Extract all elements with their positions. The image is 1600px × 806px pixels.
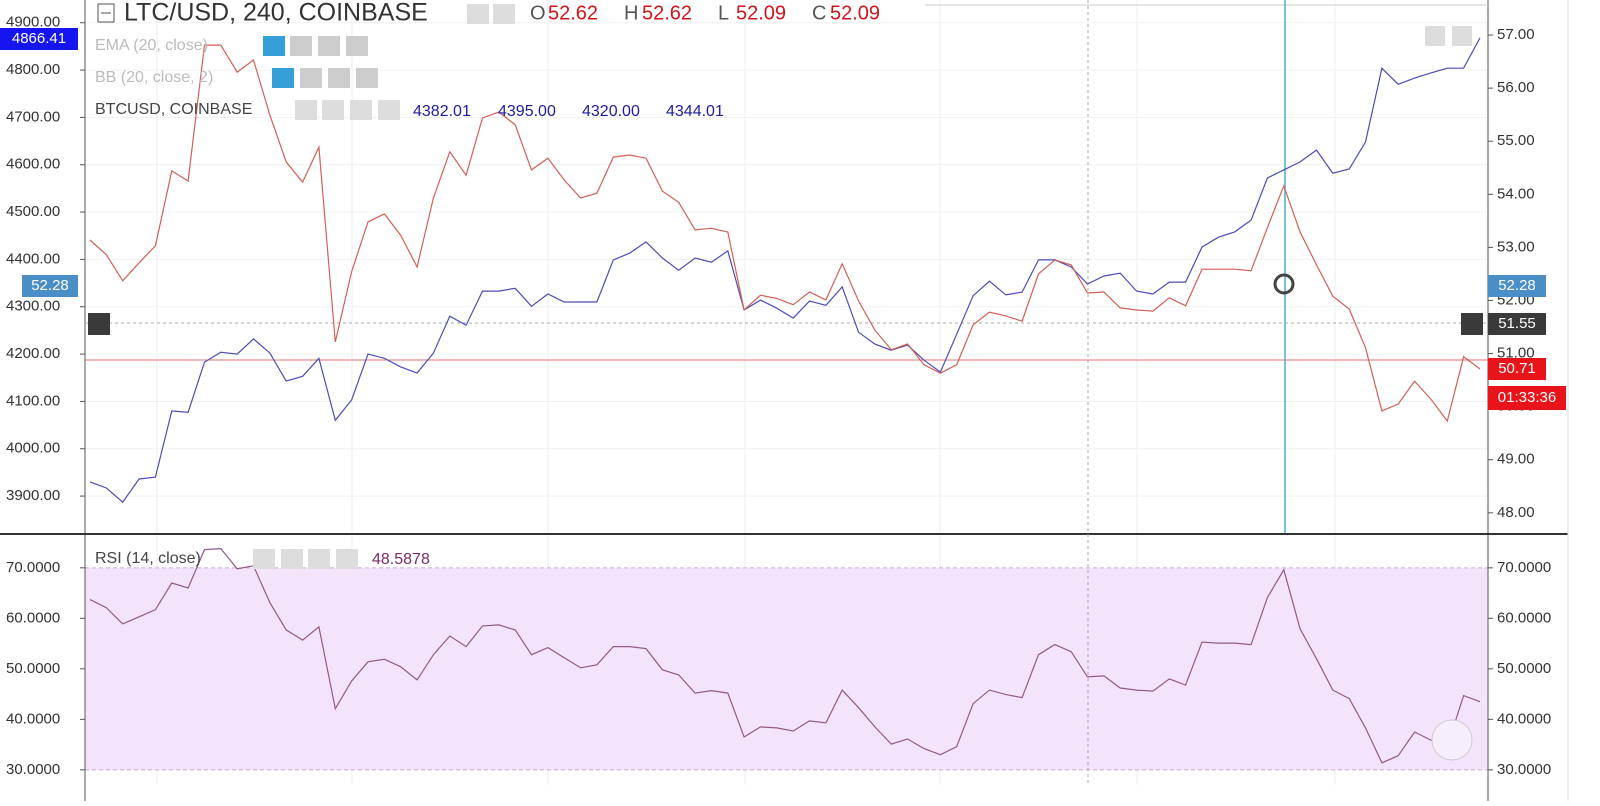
y2-tick-label: 51.00 <box>1497 345 1535 362</box>
series-line <box>89 44 1481 423</box>
y-tick-label: 50.0000 <box>1497 660 1551 677</box>
legend-value: 4395.00 <box>498 103 556 120</box>
settings-button[interactable] <box>281 549 303 569</box>
series-line <box>89 37 1481 504</box>
y-tick-label: 70.0000 <box>6 559 60 576</box>
y2-tick-label: 49.00 <box>1497 451 1535 468</box>
y-tick-label: 30.0000 <box>6 761 60 778</box>
y-tick-label: 4600.00 <box>6 156 60 173</box>
remove-button[interactable] <box>356 68 378 88</box>
indicator-label: EMA (20, close) <box>95 37 208 54</box>
y-tick-label: 40.0000 <box>1497 710 1551 727</box>
indicator-label: BB (20, close, 2) <box>95 69 213 86</box>
badge <box>1488 386 1566 410</box>
cursor <box>1273 273 1295 295</box>
badge-text: 50.71 <box>1498 360 1536 377</box>
ohlc-value: 52.62 <box>642 2 692 24</box>
settings-button[interactable] <box>493 4 515 24</box>
ohlc: O 52.62 H 52.62 L 52.09 C 52.09 <box>530 2 880 24</box>
eye-button[interactable] <box>263 36 285 56</box>
badges: 4866.41 52.28 52.28 51.55 50.71 01:33:36 <box>0 28 1566 410</box>
y2-tick-label: 57.00 <box>1497 26 1535 43</box>
badge <box>22 275 78 297</box>
plus-button[interactable] <box>1461 313 1483 335</box>
y2-tick-label: 55.00 <box>1497 132 1535 149</box>
rsi-title: RSI (14, close) <box>95 550 201 567</box>
settings-button[interactable] <box>300 68 322 88</box>
y-tick-label: 3900.00 <box>6 487 60 504</box>
y-tick-label: 4900.00 <box>6 14 60 31</box>
eye-button[interactable] <box>467 4 489 24</box>
settings-button[interactable] <box>290 36 312 56</box>
y2-tick-label: 54.00 <box>1497 185 1535 202</box>
badge-text: 51.55 <box>1498 315 1536 332</box>
remove-button[interactable] <box>346 36 368 56</box>
legend-value: 4344.01 <box>666 103 724 120</box>
ohlc-key: L <box>718 2 729 24</box>
rsi-value: 48.5878 <box>372 551 430 568</box>
series-legend: BTCUSD, COINBASE <box>95 101 252 118</box>
y2-tick-label: 48.00 <box>1497 504 1535 521</box>
eye-button[interactable] <box>295 100 317 120</box>
add-button[interactable] <box>328 68 350 88</box>
y-tick-label: 4100.00 <box>6 392 60 409</box>
y-tick-label: 50.0000 <box>6 660 60 677</box>
rsi-band <box>85 567 1488 770</box>
scale-button[interactable] <box>1425 26 1445 46</box>
badge <box>1488 275 1546 297</box>
add-button[interactable] <box>308 549 330 569</box>
badge <box>1488 313 1546 335</box>
y-tick-label: 60.0000 <box>6 609 60 626</box>
badge-text: 52.28 <box>1498 277 1536 294</box>
y-tick-label: 4000.00 <box>6 440 60 457</box>
ohlc-key: H <box>624 2 638 24</box>
ohlc-key: O <box>530 2 546 24</box>
plus-button[interactable] <box>88 313 110 335</box>
y-tick-label: 70.0000 <box>1497 559 1551 576</box>
btc-values: 4382.01 4395.00 4320.00 4344.01 <box>413 103 724 120</box>
remove-button[interactable] <box>378 100 400 120</box>
y-tick-label: 4800.00 <box>6 61 60 78</box>
y2-tick-label: 53.00 <box>1497 238 1535 255</box>
y-tick-label: 30.0000 <box>1497 761 1551 778</box>
collapse-button[interactable] <box>97 3 115 23</box>
badge <box>1488 358 1546 380</box>
y2-tick-label: 56.00 <box>1497 79 1535 96</box>
ohlc-value: 52.09 <box>736 2 786 24</box>
badge-text: 4866.41 <box>12 30 66 47</box>
y-tick-label: 40.0000 <box>6 710 60 727</box>
legend-value: 4382.01 <box>413 103 471 120</box>
y-tick-label: 4300.00 <box>6 298 60 315</box>
y-tick-label: 4200.00 <box>6 345 60 362</box>
remove-button[interactable] <box>336 549 358 569</box>
y-tick-label: 4700.00 <box>6 108 60 125</box>
ohlc-value: 52.62 <box>548 2 598 24</box>
y-tick-label: 4400.00 <box>6 250 60 267</box>
scroll-button[interactable] <box>1431 719 1473 761</box>
front-layer <box>89 37 1481 764</box>
add-button[interactable] <box>318 36 340 56</box>
eye-button[interactable] <box>272 68 294 88</box>
symbol-title: LTC/USD, 240, COINBASE <box>124 0 428 27</box>
badge-text: 01:33:36 <box>1498 389 1556 406</box>
badge-text: 52.28 <box>31 277 69 294</box>
ohlc-value: 52.09 <box>830 2 880 24</box>
legend-value: 4320.00 <box>582 103 640 120</box>
y-tick-label: 4500.00 <box>6 203 60 220</box>
scale-button[interactable] <box>1452 26 1472 46</box>
y-tick-label: 60.0000 <box>1497 609 1551 626</box>
add-button[interactable] <box>350 100 372 120</box>
settings-button[interactable] <box>322 100 344 120</box>
series-line <box>89 547 1481 764</box>
eye-button[interactable] <box>253 549 275 569</box>
badge <box>0 28 78 50</box>
back-layer: 3900.00 4000.00 4100.00 4200.00 4300.00 4400.… <box>6 0 1551 785</box>
ohlc-key: C <box>812 2 826 24</box>
